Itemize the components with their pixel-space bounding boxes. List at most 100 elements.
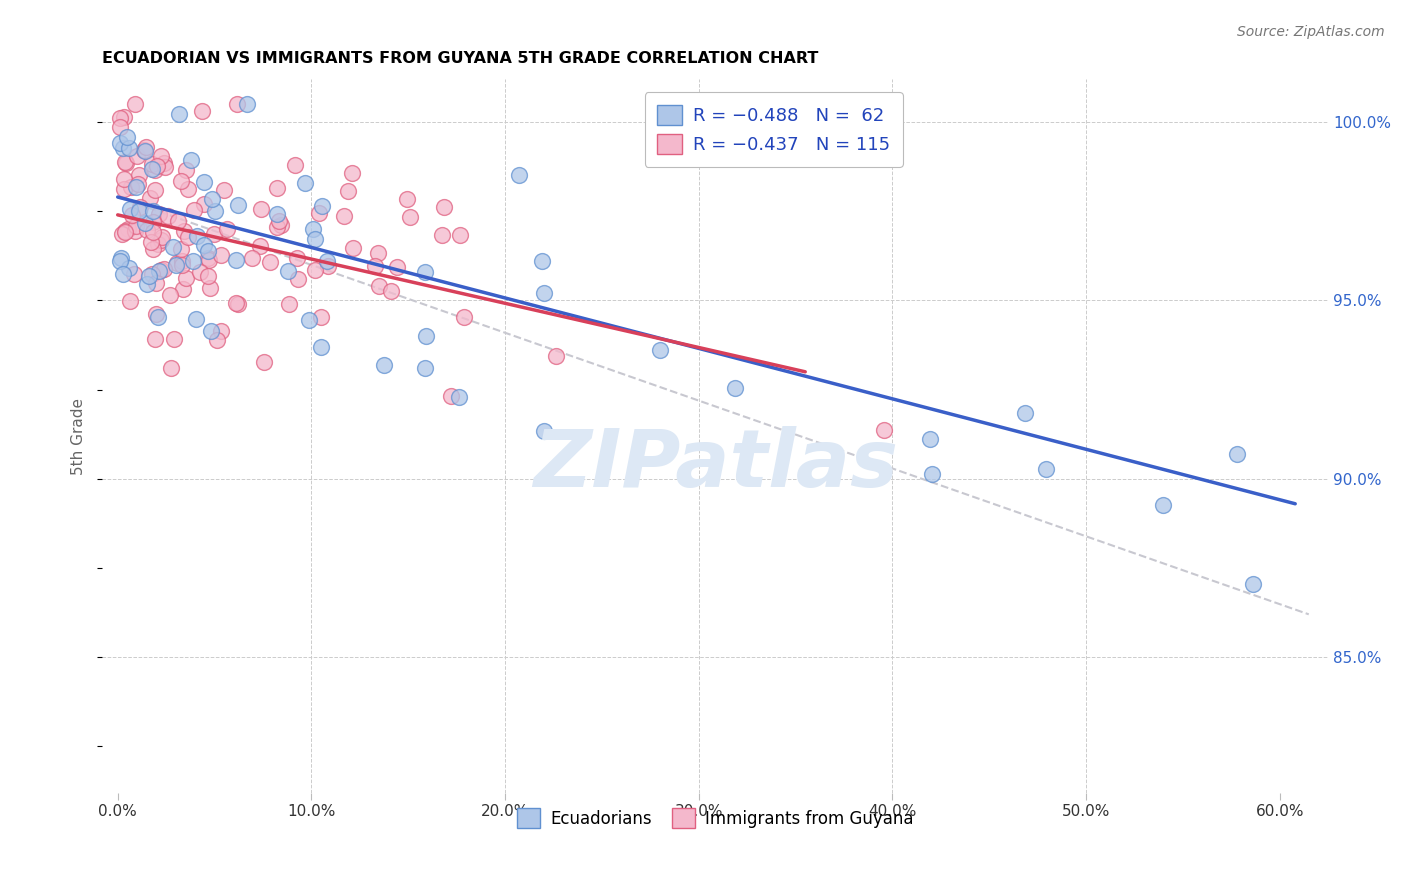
Point	[181, 254, 204, 268]
Point	[127, 178, 149, 192]
Point	[125, 180, 148, 194]
Point	[111, 227, 134, 241]
Point	[284, 157, 307, 171]
Point	[114, 155, 136, 169]
Point	[1243, 576, 1265, 591]
Point	[204, 204, 226, 219]
Point	[266, 220, 288, 235]
Point	[364, 259, 387, 273]
Point	[174, 270, 197, 285]
Point	[278, 296, 301, 310]
Point	[152, 229, 174, 244]
Point	[117, 222, 139, 236]
Point	[226, 297, 249, 311]
Point	[145, 183, 167, 197]
Point	[298, 313, 321, 327]
Point	[143, 163, 166, 178]
Point	[149, 234, 172, 248]
Point	[197, 252, 219, 266]
Point	[533, 424, 555, 438]
Point	[723, 381, 745, 395]
Point	[134, 216, 156, 230]
Point	[215, 222, 238, 236]
Point	[415, 328, 437, 343]
Point	[188, 265, 211, 279]
Point	[108, 136, 131, 150]
Point	[125, 149, 148, 163]
Point	[294, 176, 316, 190]
Point	[112, 171, 135, 186]
Point	[134, 144, 156, 158]
Point	[142, 225, 165, 239]
Point	[124, 97, 146, 112]
Point	[139, 235, 162, 250]
Y-axis label: 5th Grade: 5th Grade	[72, 398, 86, 475]
Point	[396, 192, 419, 206]
Point	[304, 263, 326, 277]
Point	[453, 310, 475, 324]
Point	[145, 307, 167, 321]
Point	[205, 333, 228, 347]
Point	[226, 97, 249, 112]
Point	[225, 295, 247, 310]
Point	[1014, 406, 1036, 420]
Point	[135, 223, 157, 237]
Point	[530, 253, 553, 268]
Point	[146, 237, 169, 252]
Point	[270, 219, 292, 233]
Point	[340, 166, 363, 180]
Point	[301, 221, 323, 235]
Point	[309, 310, 332, 325]
Point	[186, 228, 208, 243]
Point	[159, 288, 181, 302]
Text: ECUADORIAN VS IMMIGRANTS FROM GUYANA 5TH GRADE CORRELATION CHART: ECUADORIAN VS IMMIGRANTS FROM GUYANA 5TH…	[103, 51, 818, 66]
Point	[170, 242, 193, 256]
Point	[197, 269, 219, 284]
Point	[266, 180, 288, 194]
Point	[399, 211, 422, 225]
Point	[172, 258, 194, 272]
Point	[508, 168, 530, 182]
Point	[316, 254, 339, 268]
Point	[163, 332, 186, 346]
Point	[380, 285, 402, 299]
Point	[1152, 499, 1174, 513]
Point	[120, 179, 142, 194]
Point	[172, 282, 194, 296]
Text: ZIPatlas: ZIPatlas	[533, 425, 897, 503]
Point	[112, 110, 135, 124]
Point	[304, 232, 326, 246]
Point	[145, 276, 167, 290]
Point	[308, 205, 330, 219]
Point	[174, 163, 197, 178]
Point	[135, 140, 157, 154]
Point	[167, 214, 190, 228]
Point	[166, 256, 188, 270]
Point	[173, 224, 195, 238]
Point	[121, 208, 143, 222]
Point	[138, 191, 160, 205]
Point	[150, 149, 173, 163]
Point	[249, 239, 271, 253]
Point	[132, 143, 155, 157]
Point	[449, 227, 471, 242]
Point	[201, 192, 224, 206]
Point	[180, 153, 202, 168]
Point	[108, 254, 131, 268]
Point	[118, 260, 141, 275]
Point	[285, 251, 308, 265]
Point	[253, 355, 276, 369]
Point	[111, 267, 134, 281]
Point	[287, 272, 309, 286]
Point	[148, 264, 170, 278]
Point	[157, 209, 180, 223]
Point	[342, 241, 364, 255]
Text: Source: ZipAtlas.com: Source: ZipAtlas.com	[1237, 25, 1385, 39]
Point	[118, 202, 141, 217]
Point	[200, 325, 222, 339]
Point	[447, 390, 470, 404]
Point	[209, 324, 232, 338]
Point	[368, 279, 391, 293]
Point	[225, 252, 247, 267]
Point	[316, 259, 339, 273]
